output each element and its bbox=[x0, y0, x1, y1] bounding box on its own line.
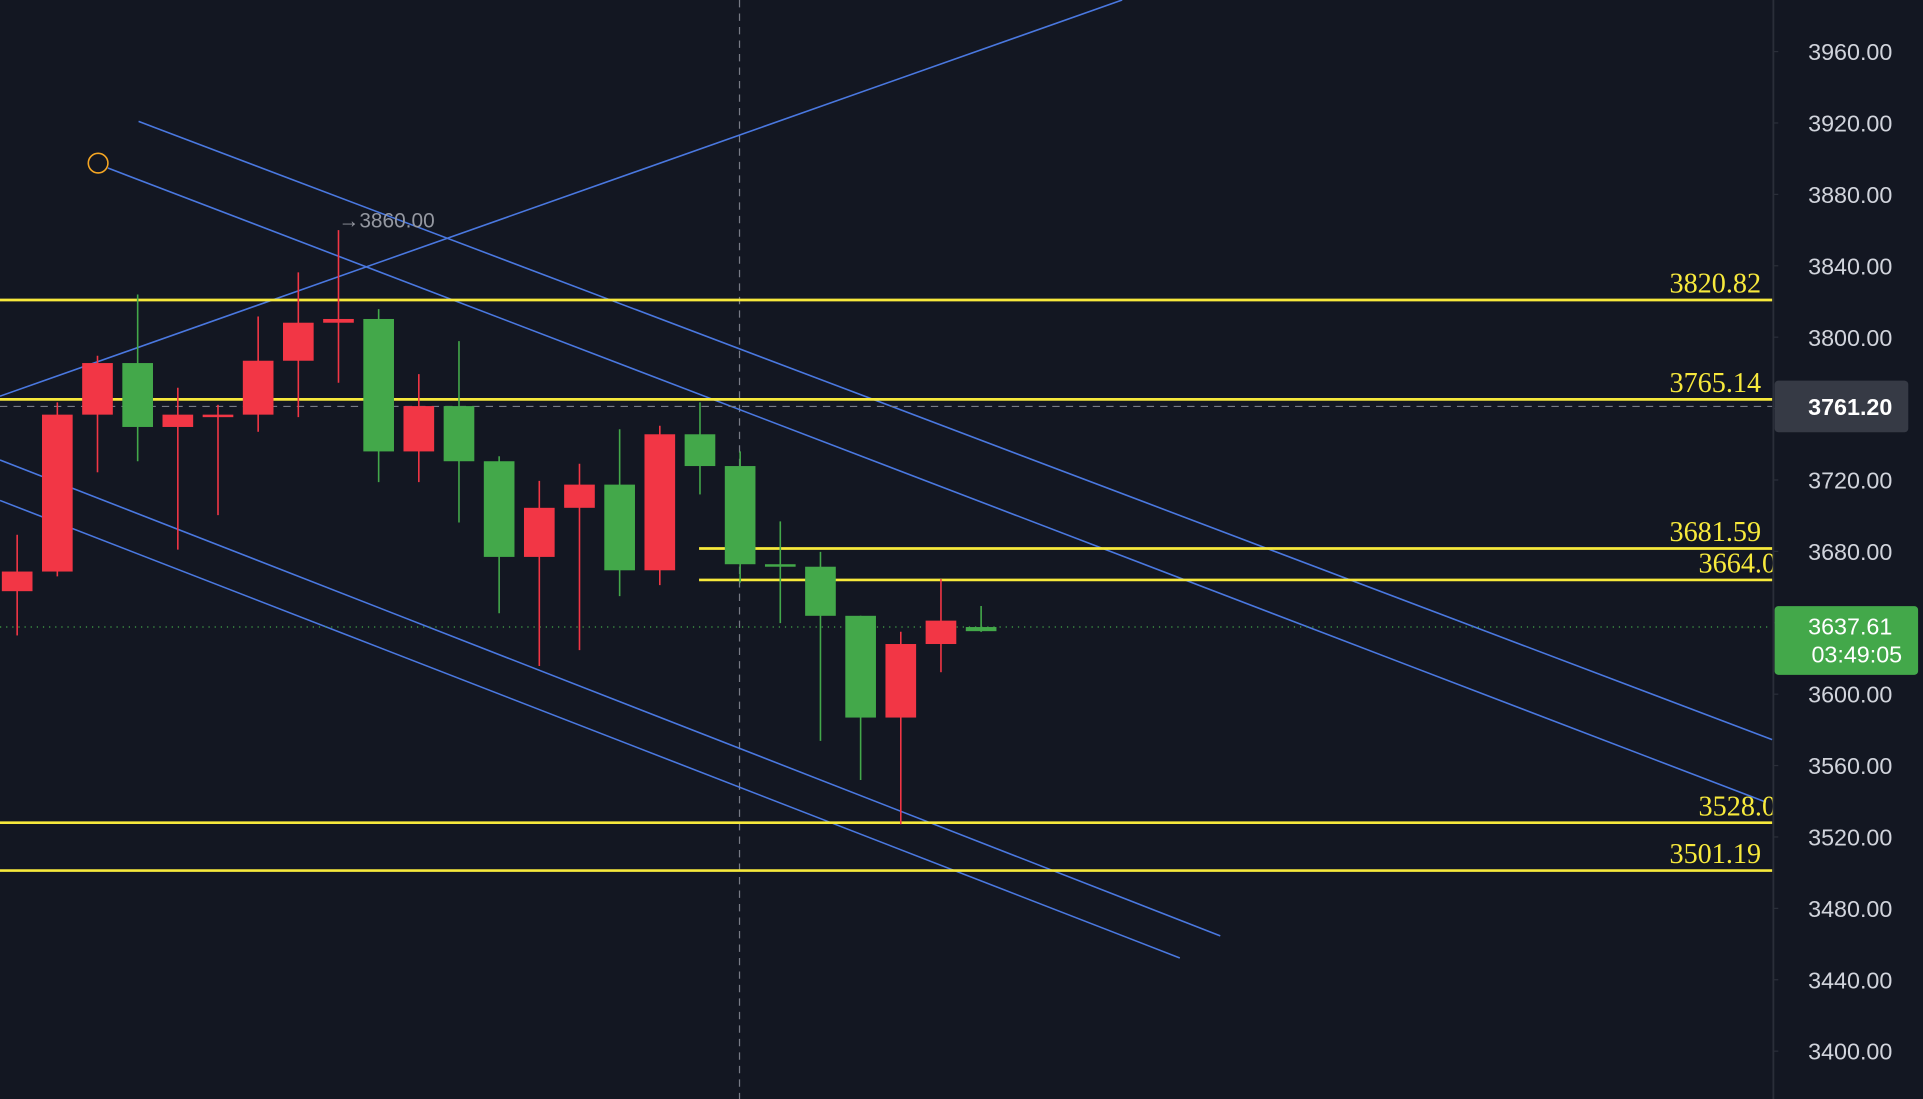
y-tick-label: 3560.00 bbox=[1808, 753, 1892, 779]
candle-body bbox=[483, 461, 515, 557]
y-tick-label: 3880.00 bbox=[1808, 182, 1892, 208]
candle-body bbox=[564, 484, 595, 508]
current-price-label: 3637.61 bbox=[1808, 613, 1892, 639]
candle-body bbox=[885, 644, 917, 718]
candle-body bbox=[202, 414, 234, 418]
y-tick-label: 3520.00 bbox=[1808, 825, 1892, 851]
trend-line bbox=[0, 459, 1221, 937]
y-tick-label: 3800.00 bbox=[1808, 325, 1892, 351]
y-tick-label: 3960.00 bbox=[1808, 39, 1892, 65]
trend-line bbox=[107, 167, 1767, 803]
candle-body bbox=[242, 360, 274, 415]
candle-body bbox=[845, 615, 876, 718]
level-label: 3820.82 bbox=[1670, 269, 1762, 300]
high-annotation: →3860.00 bbox=[338, 210, 434, 233]
anchor-handle bbox=[87, 152, 109, 174]
level-label: 3664.0 bbox=[1699, 549, 1777, 580]
candle-body bbox=[644, 434, 676, 571]
candle-body bbox=[403, 406, 435, 452]
y-tick-label: 3920.00 bbox=[1808, 111, 1892, 137]
current-price-badge bbox=[1774, 606, 1919, 675]
y-tick-label: 3840.00 bbox=[1808, 253, 1892, 279]
level-label: 3765.14 bbox=[1670, 368, 1762, 399]
candle-body bbox=[523, 507, 555, 557]
trend-line bbox=[138, 120, 1773, 741]
candle-body bbox=[42, 414, 73, 572]
countdown-label: 03:49:05 bbox=[1811, 642, 1902, 668]
candle-body bbox=[764, 564, 796, 567]
candle-body bbox=[925, 620, 957, 645]
level-label: 3528.0 bbox=[1699, 791, 1777, 822]
y-tick-label: 3400.00 bbox=[1808, 1039, 1892, 1065]
trend-line bbox=[0, 0, 1123, 397]
candle-body bbox=[122, 363, 153, 427]
candle-body bbox=[965, 627, 997, 632]
candle-body bbox=[282, 322, 314, 361]
candle-body bbox=[162, 414, 194, 427]
price-axis-panel bbox=[1773, 0, 1923, 1099]
candle-body bbox=[323, 318, 354, 323]
level-label: 3681.59 bbox=[1670, 517, 1762, 548]
candle-body bbox=[684, 434, 716, 467]
crosshair-badge bbox=[1774, 380, 1909, 433]
y-tick-label: 3720.00 bbox=[1808, 468, 1892, 494]
candle-body bbox=[1, 571, 33, 592]
level-label: 3501.19 bbox=[1670, 839, 1762, 870]
y-tick-label: 3480.00 bbox=[1808, 896, 1892, 922]
y-tick-label: 3600.00 bbox=[1808, 682, 1892, 708]
candle-body bbox=[443, 406, 475, 462]
candle-body bbox=[604, 484, 635, 571]
trend-line bbox=[0, 499, 1181, 959]
y-tick-label: 3680.00 bbox=[1808, 539, 1892, 565]
y-tick-label: 3440.00 bbox=[1808, 967, 1892, 993]
candle-body bbox=[805, 566, 836, 616]
candle-body bbox=[82, 363, 113, 415]
candle-body bbox=[363, 318, 394, 452]
crosshair-price-label: 3761.20 bbox=[1808, 394, 1892, 420]
candle-body bbox=[724, 466, 756, 565]
plot-area bbox=[0, 0, 1773, 1099]
